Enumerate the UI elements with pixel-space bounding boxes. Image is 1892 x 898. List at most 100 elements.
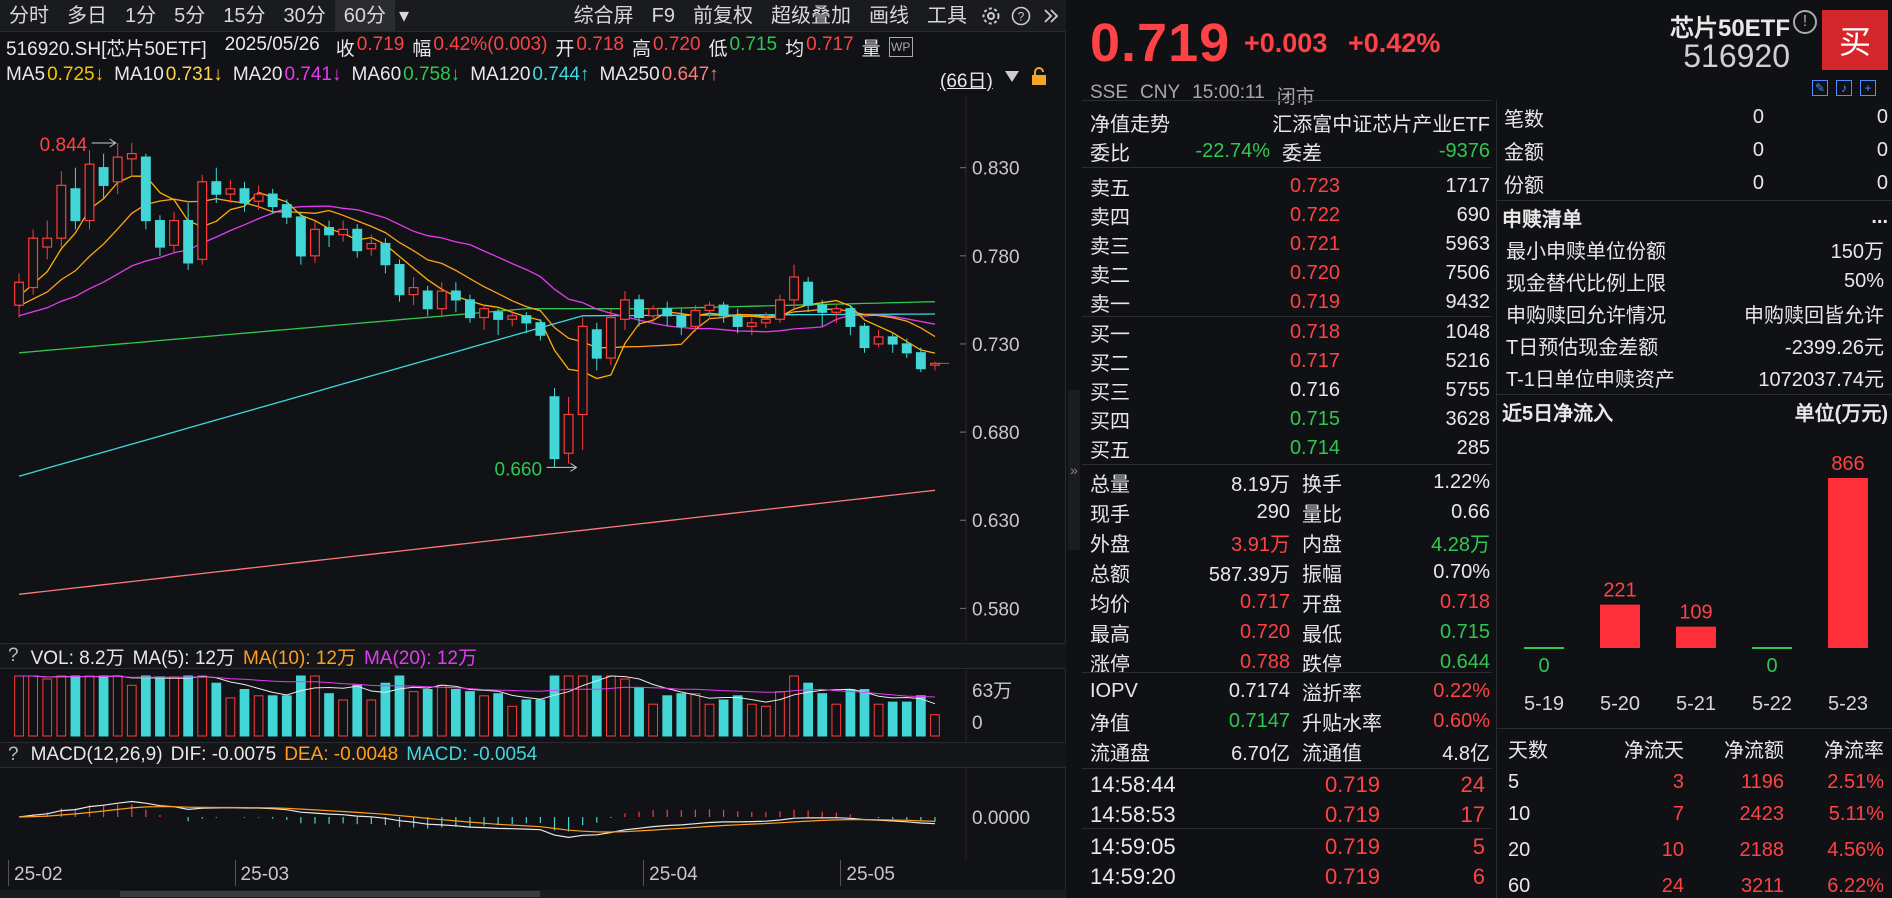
chart-scrollbar[interactable]	[0, 890, 1066, 898]
summary-value: 0	[1752, 171, 1764, 194]
candle-body	[648, 308, 659, 317]
redeem-list-more[interactable]: ...	[1871, 205, 1888, 228]
forward-adjust-button[interactable]: 前复权	[693, 4, 753, 27]
tab-5min[interactable]: 5分	[174, 4, 206, 27]
ask-row[interactable]: 卖二 0.720 7506	[1090, 259, 1490, 287]
kline-chart[interactable]: 0.830 0.780 0.730 0.680 0.630 0.580 0.844 0.660	[0, 96, 1066, 641]
inflow-value-label: 0	[1538, 655, 1549, 677]
candle-body	[352, 228, 363, 252]
amplitude-label: 幅	[412, 39, 432, 60]
redeem-list-header: 申赎清单 ...	[1502, 202, 1888, 232]
volume-help-icon[interactable]: ?	[8, 645, 19, 666]
redeem-key: 最小申赎单位份额	[1506, 240, 1666, 263]
candle-body	[366, 242, 377, 250]
tab-intraday[interactable]: 分时	[9, 4, 49, 27]
exchange: SSE	[1090, 82, 1129, 103]
tools-button[interactable]: 工具	[927, 4, 967, 27]
nav-trend-link[interactable]: 净值走势	[1090, 113, 1170, 136]
volume-bar	[521, 699, 532, 737]
double-chevron-right-icon[interactable]	[1036, 0, 1066, 32]
ask-row[interactable]: 卖三 0.721 5963	[1090, 230, 1490, 258]
bid-row[interactable]: 买二 0.717 5216	[1090, 347, 1490, 375]
chart-scrollbar-thumb[interactable]	[120, 891, 540, 897]
candle-body	[718, 304, 729, 317]
ask-volume: 7506	[1445, 261, 1491, 284]
candle-body	[56, 184, 67, 239]
flow-rate: 6.22%	[1827, 874, 1884, 897]
volume-bar	[577, 675, 588, 737]
inflow-bar	[1828, 478, 1868, 648]
macd-help-icon[interactable]: ?	[8, 744, 19, 765]
volume-bar	[845, 689, 856, 737]
edit-icon[interactable]: ✎	[1812, 80, 1828, 96]
candle-body	[28, 237, 39, 289]
volume-bar	[394, 675, 405, 737]
bid-row[interactable]: 买五 0.714 285	[1090, 434, 1490, 462]
ask-level: 卖一	[1090, 293, 1130, 316]
add-icon[interactable]: +	[1860, 80, 1876, 96]
stat-label: 外盘	[1090, 533, 1130, 556]
tab-multiday[interactable]: 多日	[67, 4, 107, 27]
ma120-label: MA120	[470, 64, 531, 85]
tab-30min[interactable]: 30分	[283, 4, 326, 27]
ask-row[interactable]: 卖五 0.723 1717	[1090, 172, 1490, 200]
f9-button[interactable]: F9	[651, 4, 675, 27]
bid-level: 买一	[1090, 323, 1130, 346]
stat-value: 587.39万	[1208, 563, 1290, 586]
header-divider	[1082, 100, 1492, 101]
wp-badge-icon[interactable]: WP	[888, 37, 913, 57]
chart-toolbar: 分时 多日 1分 5分 15分 30分 60分 ▾ 综合屏 F9 前复权 超级叠…	[0, 0, 1066, 32]
candle-body	[70, 188, 81, 222]
tab-60min[interactable]: 60分	[334, 0, 395, 32]
macd-chart[interactable]	[0, 769, 1066, 859]
divider	[1082, 464, 1492, 465]
volume-ma20: MA(20): 12万	[363, 647, 477, 669]
super-overlay-button[interactable]: 超级叠加	[771, 4, 851, 27]
candle-body	[831, 308, 842, 313]
bid-row[interactable]: 买四 0.715 3628	[1090, 405, 1490, 433]
stat-value: 0.715	[1439, 620, 1490, 643]
low-marker-label: 0.660	[495, 459, 543, 480]
flow-days: 60	[1508, 874, 1531, 897]
alert-icon[interactable]: !	[1793, 10, 1817, 34]
bell-icon[interactable]: ♪	[1836, 80, 1852, 96]
candle-body	[98, 167, 109, 186]
lock-icon[interactable]	[1030, 66, 1048, 92]
candle-body	[690, 309, 701, 327]
close-value: 0.719	[356, 34, 405, 55]
divider	[1082, 768, 1492, 769]
candle-body	[915, 352, 926, 370]
price-tick-label: 0.680	[972, 423, 1020, 444]
candle-body	[281, 204, 292, 218]
volume-chart[interactable]	[0, 670, 1066, 742]
bid-row[interactable]: 买一 0.718 1048	[1090, 318, 1490, 346]
net-flow-row: 60 24 3211 6.22%	[1504, 870, 1888, 898]
buy-button[interactable]: 买	[1822, 10, 1888, 70]
ma-period-selector[interactable]: (66日)	[940, 71, 993, 92]
triangle-down-icon[interactable]	[1004, 68, 1020, 90]
tab-15min[interactable]: 15分	[223, 4, 266, 27]
flow-amount: 2423	[1739, 802, 1785, 825]
bid-row[interactable]: 买三 0.716 5755	[1090, 376, 1490, 404]
tab-1min[interactable]: 1分	[125, 4, 157, 27]
more-periods-dropdown[interactable]: ▾	[399, 4, 410, 27]
date-tick	[234, 860, 236, 886]
ask-row[interactable]: 卖一 0.719 9432	[1090, 288, 1490, 316]
high-marker-label: 0.844	[40, 135, 88, 156]
combined-screen-button[interactable]: 综合屏	[573, 4, 634, 27]
flow-rate: 4.56%	[1827, 838, 1884, 861]
currency: CNY	[1140, 82, 1181, 103]
gear-icon[interactable]	[976, 0, 1006, 32]
volume-bar	[690, 693, 701, 737]
fund-full-name: 汇添富中证芯片产业ETF	[1272, 113, 1490, 136]
ask-row[interactable]: 卖四 0.722 690	[1090, 201, 1490, 229]
help-icon[interactable]: ?	[1006, 0, 1036, 32]
bid-volume: 3628	[1445, 407, 1491, 430]
draw-line-button[interactable]: 画线	[869, 4, 909, 27]
tick-volume: 5	[1472, 834, 1485, 859]
redeem-row: T-1日单位申赎资产 1072037.74元	[1506, 362, 1884, 392]
bid-level: 买三	[1090, 381, 1130, 404]
ma5-value: 0.725↓	[47, 64, 105, 85]
volume-bar	[507, 705, 518, 737]
collapse-panel-icon[interactable]: »	[1068, 390, 1080, 550]
